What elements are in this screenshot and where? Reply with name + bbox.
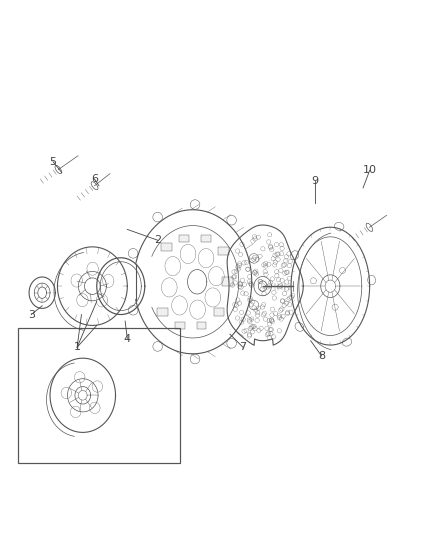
Bar bbox=[201, 235, 211, 241]
Bar bbox=[179, 235, 189, 241]
Bar bbox=[214, 309, 224, 316]
Text: 3: 3 bbox=[28, 310, 35, 319]
Text: 6: 6 bbox=[91, 174, 98, 184]
Text: 4: 4 bbox=[124, 334, 131, 344]
Text: 8: 8 bbox=[318, 351, 325, 361]
Text: 2: 2 bbox=[154, 235, 162, 245]
Text: 1: 1 bbox=[74, 342, 81, 352]
Bar bbox=[157, 309, 168, 316]
Bar bbox=[18, 328, 180, 463]
Bar bbox=[197, 322, 206, 329]
Text: 7: 7 bbox=[240, 342, 247, 352]
Bar bbox=[218, 247, 229, 255]
Text: 5: 5 bbox=[49, 157, 57, 167]
Bar bbox=[222, 277, 233, 286]
Text: 9: 9 bbox=[311, 176, 318, 187]
Bar bbox=[175, 322, 184, 329]
Text: 10: 10 bbox=[363, 165, 377, 175]
Bar bbox=[161, 243, 172, 251]
